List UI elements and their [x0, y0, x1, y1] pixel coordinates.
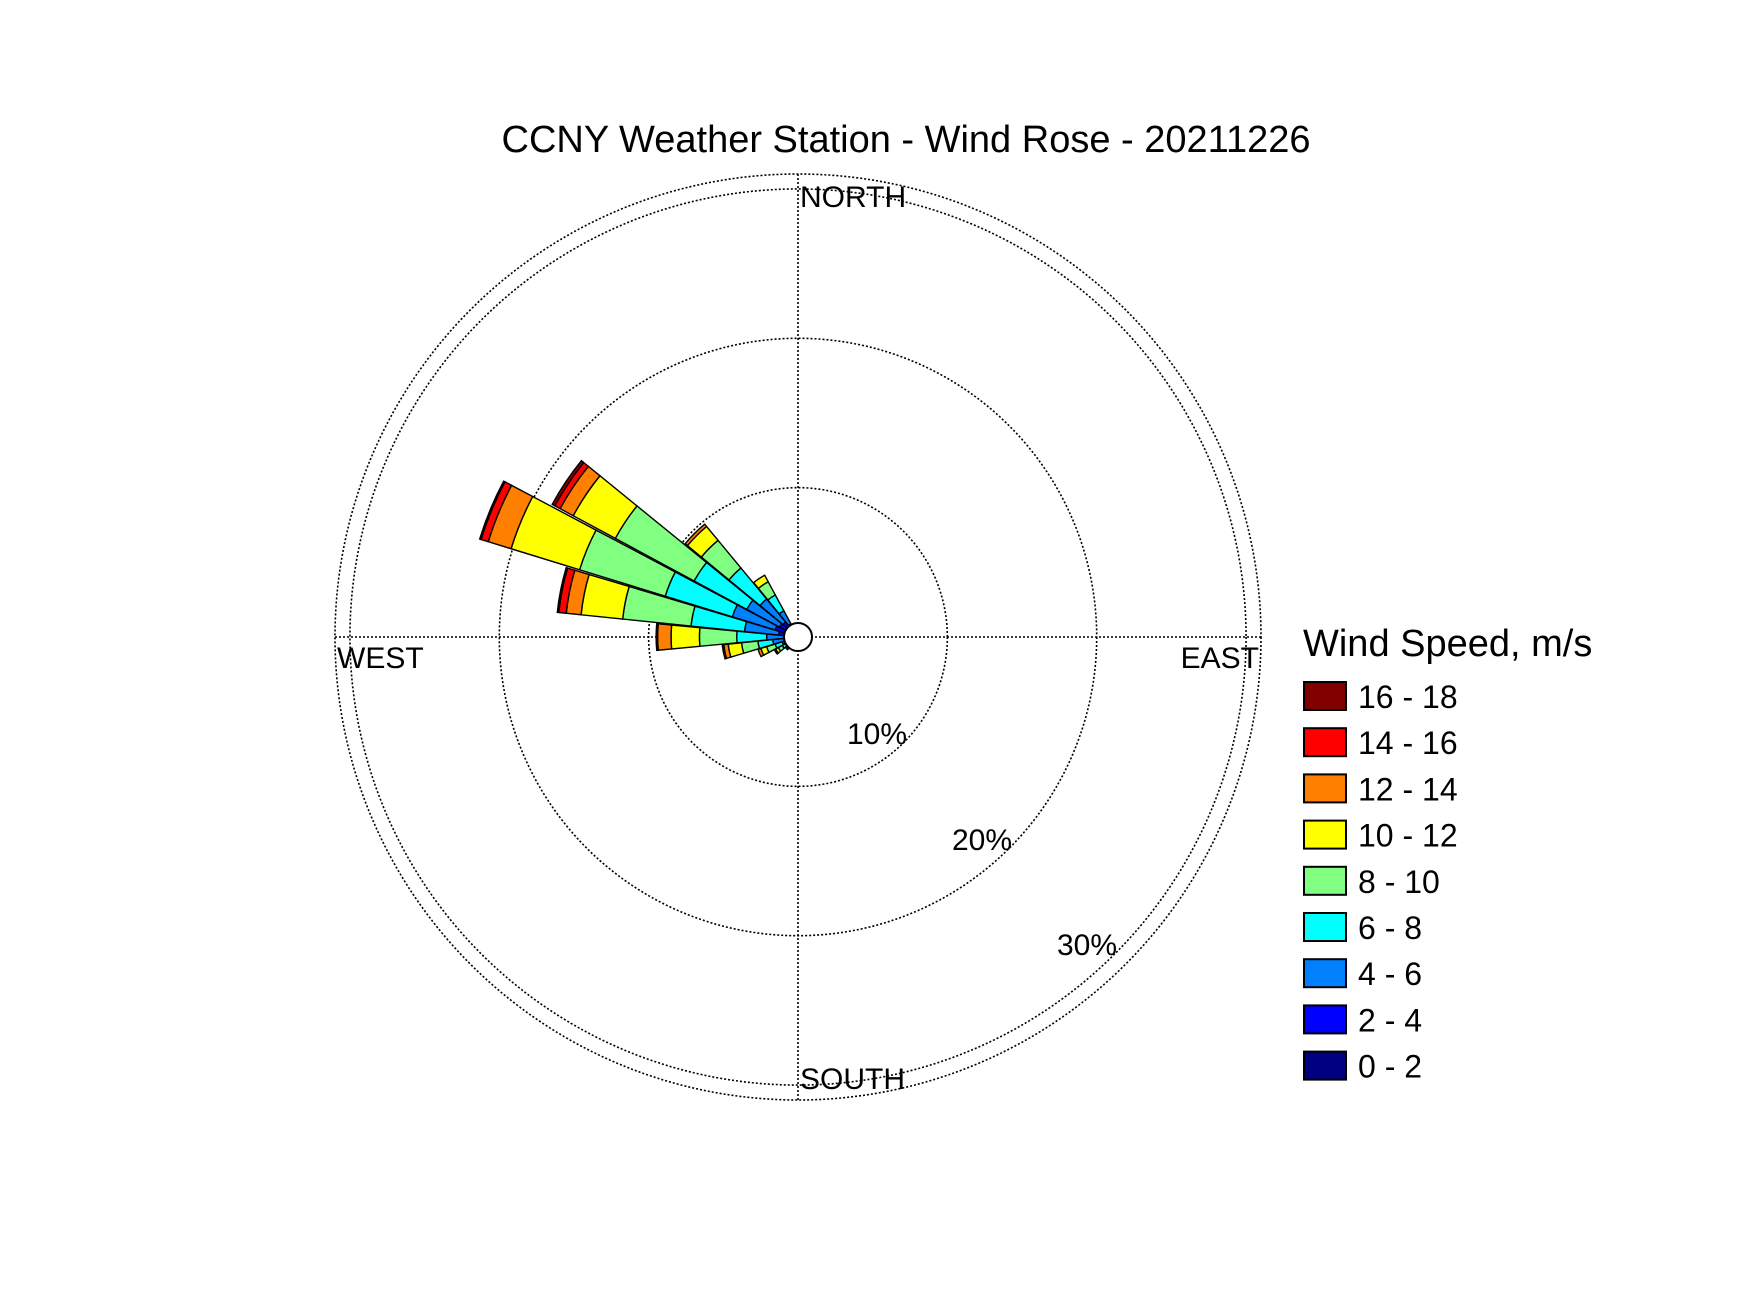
legend-swatch-6: [1303, 958, 1347, 989]
legend-label-0: 16 - 18: [1358, 679, 1458, 715]
legend-label-7: 2 - 4: [1358, 1002, 1422, 1038]
ring-label-30: 30%: [1057, 929, 1117, 962]
legend-label-2: 12 - 14: [1358, 771, 1458, 807]
legend-label-6: 4 - 6: [1358, 956, 1422, 992]
legend-label-3: 10 - 12: [1358, 818, 1458, 854]
legend-label-8: 0 - 2: [1358, 1049, 1422, 1085]
chart-title: CCNY Weather Station - Wind Rose - 20211…: [502, 119, 1311, 161]
east-label: EAST: [1181, 642, 1259, 675]
calm-center: [783, 622, 813, 652]
sector-270-bin-6: [656, 623, 673, 651]
sector-236.25-bin-6: [773, 648, 780, 655]
legend-swatch-0: [1303, 681, 1347, 711]
legend-swatch-8: [1303, 1050, 1347, 1081]
sector-281.25-bin-8: [556, 566, 569, 614]
grid-ring-30: [349, 188, 1247, 1086]
sector-303.75-bin-8: [551, 459, 585, 507]
wind-sectors: [478, 459, 799, 660]
legend-swatch-5: [1303, 912, 1347, 942]
sector-326.25-bin-5: [752, 574, 770, 590]
legend-label-5: 6 - 8: [1358, 910, 1422, 946]
north-label: NORTH: [800, 181, 906, 214]
sector-292.5-bin-8: [478, 480, 506, 541]
legend-swatch-4: [1303, 865, 1347, 896]
legend-swatch-2: [1303, 773, 1347, 804]
sector-270-bin-5: [670, 624, 701, 650]
ring-label-10: 10%: [847, 718, 907, 751]
sector-270-bin-7: [655, 622, 659, 652]
legend-swatch-3: [1303, 819, 1347, 850]
legend-swatch-1: [1303, 727, 1347, 758]
sector-258.75-bin-4: [740, 640, 761, 655]
legend-label-4: 8 - 10: [1358, 864, 1440, 900]
legend: Wind Speed, m/s 16 - 18 14 - 16 12 - 14 10 …: [1303, 623, 1592, 1085]
polar-grid: [334, 173, 1262, 1101]
west-label: WEST: [337, 642, 424, 675]
ring-label-20: 20%: [952, 824, 1012, 857]
south-label: SOUTH: [800, 1063, 905, 1096]
legend-label-1: 14 - 16: [1358, 725, 1458, 761]
legend-swatch-7: [1303, 1004, 1347, 1035]
sector-315-bin-6: [684, 523, 708, 547]
legend-title: Wind Speed, m/s: [1303, 623, 1592, 665]
